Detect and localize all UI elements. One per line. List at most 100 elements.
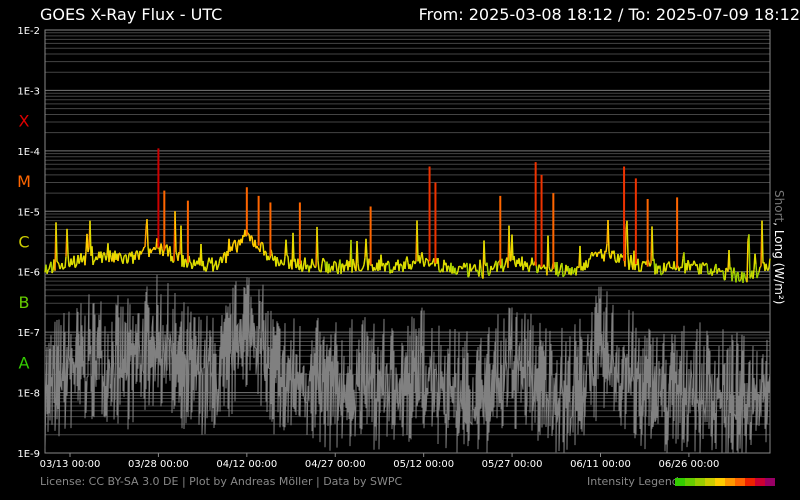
series-long-segment [493, 263, 496, 268]
intensity-legend-label: Intensity Legend [587, 475, 679, 488]
series-long-segment [322, 257, 325, 261]
series-long-segment [141, 249, 144, 252]
series-long-segment [391, 269, 394, 274]
series-long-segment [361, 267, 364, 270]
series-long-segment [572, 271, 575, 275]
series-long-segment [758, 266, 761, 273]
series-long-segment [287, 256, 290, 269]
series-long-segment [659, 265, 662, 276]
series-long-segment [696, 264, 699, 271]
series-long-segment [755, 264, 758, 279]
series-long-segment [592, 253, 595, 257]
series-long-segment [765, 263, 768, 270]
series-long-segment [286, 254, 289, 257]
series-long-segment [421, 252, 424, 261]
to-label: To: [628, 5, 651, 24]
series-long-segment [268, 257, 271, 261]
series-long-segment [538, 264, 541, 267]
series-long-segment [404, 260, 407, 270]
series-long-segment [318, 269, 321, 272]
series-long-segment [425, 257, 428, 261]
series-long-segment [486, 262, 489, 273]
series-long-segment [380, 254, 383, 267]
series-long-segment [513, 255, 516, 265]
series-long-segment [605, 243, 608, 253]
series-long-segment [150, 249, 153, 254]
series-long-segment [589, 254, 592, 260]
y-axis-label: Short, Long (W/m²) [772, 190, 786, 304]
series-long-segment [660, 273, 663, 276]
series-long-segment [728, 250, 731, 270]
series-long-segment [431, 260, 434, 265]
series-long-segment [761, 220, 764, 264]
series-long-segment [91, 246, 94, 265]
series-long-segment [206, 262, 209, 269]
series-long-segment [687, 259, 690, 264]
series-long-segment [472, 265, 475, 269]
chart-title: GOES X-Ray Flux - UTC [40, 5, 223, 24]
series-long-segment [626, 220, 629, 256]
x-tick-label: 05/12 00:00 [393, 459, 454, 470]
series-long-segment [419, 256, 422, 264]
series-long-segment [86, 233, 89, 253]
series-long-segment [320, 263, 323, 273]
series-long-segment [456, 270, 459, 275]
legend-swatch [705, 478, 715, 486]
series-long-segment [649, 263, 652, 267]
series-long-segment [731, 273, 734, 282]
series-long-segment [264, 250, 267, 253]
series-long-segment [716, 269, 719, 274]
series-long-segment [341, 263, 344, 266]
series-long-segment [690, 263, 693, 266]
series-long-segment [447, 265, 450, 268]
series-long-segment [414, 260, 417, 265]
series-long-segment [557, 273, 560, 277]
series-long-segment [191, 265, 194, 270]
series-long-segment [136, 250, 139, 255]
flare-class-label: M [17, 172, 31, 191]
series-long-segment [531, 257, 534, 265]
series-long-segment [217, 263, 220, 268]
series-long-segment [615, 261, 618, 264]
series-long-segment [705, 262, 708, 265]
series-long-segment [365, 238, 368, 258]
series-long-segment [298, 268, 301, 271]
series-long-segment [735, 273, 738, 283]
series-long-segment [212, 265, 215, 272]
series-long-segment [470, 268, 473, 272]
series-long-segment [89, 220, 92, 256]
series-long-segment [665, 263, 668, 271]
series-long-segment [464, 264, 467, 268]
series-long-segment [423, 263, 426, 267]
series-long-segment [748, 234, 751, 279]
x-tick-label: 06/26 00:00 [658, 459, 719, 470]
series-long-segment [607, 220, 610, 252]
series-long-segment [292, 232, 295, 262]
series-long-segment [218, 258, 221, 264]
flare-class-label: C [18, 233, 29, 252]
plot-border [44, 29, 771, 454]
series-long-segment [398, 263, 401, 271]
series-long-segment [160, 243, 163, 249]
y-tick-label: 1E-6 [17, 268, 40, 279]
series-long-segment [733, 267, 736, 276]
series-long-segment [352, 258, 355, 264]
series-long-segment [767, 267, 770, 271]
series-long-segment [92, 260, 95, 266]
from-label: From: [418, 5, 464, 24]
series-long-segment [144, 228, 147, 248]
series-long-segment [563, 273, 566, 276]
series-long-segment [146, 219, 149, 247]
x-tick-label: 03/13 00:00 [40, 459, 101, 470]
series-long-segment [466, 262, 469, 278]
y-tick-label: 1E-7 [17, 328, 40, 339]
series-long-segment [410, 266, 413, 270]
series-long-segment [231, 243, 234, 251]
series-long-segment [547, 235, 550, 267]
series-long-segment [724, 268, 727, 281]
series-long-segment [103, 252, 106, 256]
series-long-segment [302, 262, 305, 270]
series-long-segment [281, 262, 284, 265]
series-long-segment [630, 254, 633, 266]
series-long-segment [579, 245, 582, 271]
